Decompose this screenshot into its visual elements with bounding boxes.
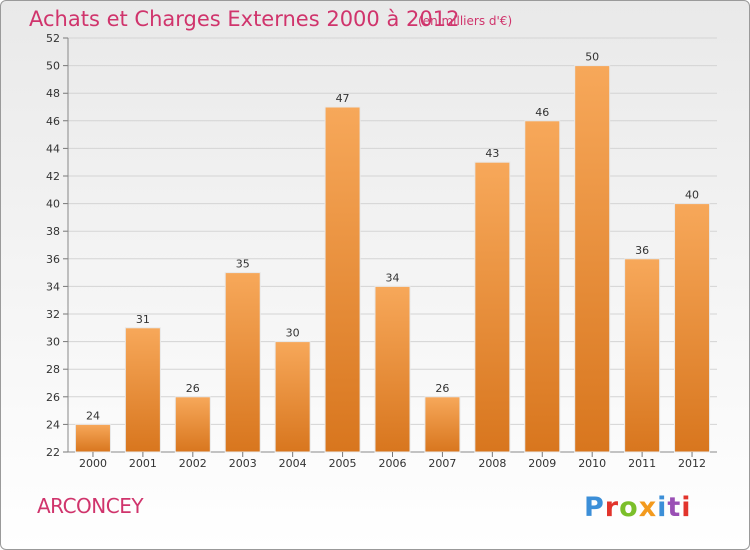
- x-tick-label: 2004: [279, 457, 307, 470]
- y-tick-label: 40: [46, 198, 60, 211]
- bar-value-label: 34: [386, 271, 400, 284]
- x-tick-label: 2005: [329, 457, 357, 470]
- y-tick-label: 32: [46, 308, 60, 321]
- y-tick-label: 26: [46, 391, 60, 404]
- bar-value-label: 40: [685, 189, 699, 202]
- x-tick-label: 2006: [379, 457, 407, 470]
- y-tick-label: 28: [46, 363, 60, 376]
- bar: [474, 161, 511, 453]
- y-tick-label: 38: [46, 225, 60, 238]
- y-tick-label: 48: [46, 87, 60, 100]
- y-tick-label: 50: [46, 60, 60, 73]
- y-tick-label: 24: [46, 418, 60, 431]
- x-tick-label: 2007: [428, 457, 456, 470]
- y-tick-label: 36: [46, 253, 60, 266]
- place-name: ARCONCEY: [37, 494, 144, 518]
- bar: [674, 203, 711, 453]
- bar-value-label: 43: [485, 147, 499, 160]
- bar: [374, 285, 411, 453]
- chart-subtitle: (en milliers d'€): [418, 14, 513, 28]
- x-tick-label: 2008: [478, 457, 506, 470]
- bar: [624, 258, 661, 453]
- svg-text:Proxiti: Proxiti: [584, 492, 692, 522]
- bar-value-label: 35: [236, 258, 250, 271]
- bar: [224, 272, 261, 453]
- bar: [74, 423, 111, 453]
- x-tick-label: 2012: [678, 457, 706, 470]
- bar-value-label: 31: [136, 313, 150, 326]
- bar: [574, 65, 611, 453]
- bar: [124, 327, 161, 453]
- bar-value-label: 26: [435, 382, 449, 395]
- bar-value-label: 50: [585, 51, 599, 64]
- bar-value-label: 46: [535, 106, 549, 119]
- bar: [324, 106, 361, 453]
- chart-title: Achats et Charges Externes 2000 à 2012: [29, 7, 460, 31]
- proxiti-logo: Proxiti: [584, 492, 692, 522]
- x-tick-label: 2002: [179, 457, 207, 470]
- x-tick-label: 2000: [79, 457, 107, 470]
- x-tick-label: 2001: [129, 457, 157, 470]
- bar-value-label: 26: [186, 382, 200, 395]
- bar-value-label: 30: [286, 327, 300, 340]
- x-tick-label: 2010: [578, 457, 606, 470]
- x-tick-label: 2009: [528, 457, 556, 470]
- bar-value-label: 36: [635, 244, 649, 257]
- y-tick-label: 30: [46, 336, 60, 349]
- bar-value-label: 47: [336, 92, 350, 105]
- y-tick-label: 34: [46, 280, 60, 293]
- y-tick-label: 44: [46, 142, 60, 155]
- y-tick-label: 42: [46, 170, 60, 183]
- bar: [424, 396, 461, 453]
- bar: [174, 396, 211, 453]
- bar-value-label: 24: [86, 409, 100, 422]
- y-tick-label: 52: [46, 32, 60, 45]
- bar: [524, 120, 561, 453]
- x-tick-label: 2003: [229, 457, 257, 470]
- y-tick-label: 46: [46, 115, 60, 128]
- x-tick-label: 2011: [628, 457, 656, 470]
- y-tick-label: 22: [46, 446, 60, 459]
- bar: [274, 341, 311, 453]
